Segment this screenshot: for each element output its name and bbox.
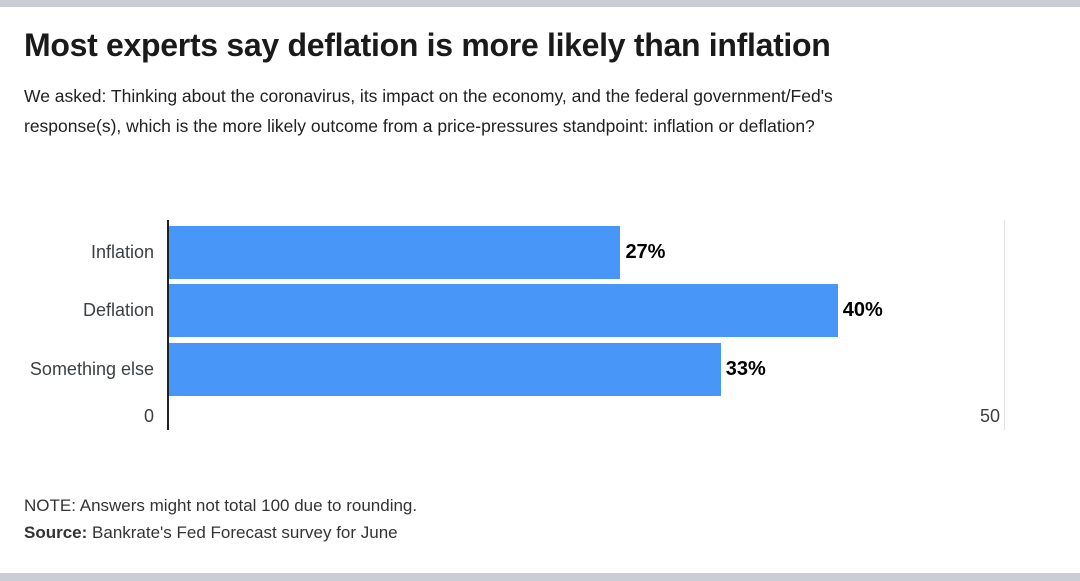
- bar-row-something-else: 33%: [169, 343, 1005, 396]
- source-label: Source:: [24, 523, 88, 542]
- note-text: NOTE: Answers might not total 100 due to…: [24, 496, 418, 515]
- bar-chart: Inflation Deflation Something else 27% 4…: [0, 220, 1080, 430]
- chart-footer: NOTE: Answers might not total 100 due to…: [24, 495, 417, 544]
- bar-inflation: [169, 226, 621, 279]
- category-label-deflation: Deflation: [82, 300, 154, 320]
- chart-subtitle: We asked: Thinking about the coronavirus…: [24, 86, 833, 136]
- bottom-divider-strip: [0, 573, 1080, 581]
- y-axis-line: [167, 220, 169, 430]
- source-text: Bankrate's Fed Forecast survey for June: [87, 523, 398, 542]
- gridline-50: [1004, 220, 1005, 430]
- bar-value-label-deflation: 40%: [842, 299, 883, 321]
- top-divider-strip: [0, 0, 1080, 7]
- chart-header: Most experts say deflation is more likel…: [24, 26, 1056, 141]
- x-axis-tick-0: 0: [143, 406, 154, 426]
- category-label-inflation: Inflation: [90, 242, 154, 262]
- bar-row-inflation: 27%: [169, 226, 1005, 279]
- source-line: Source: Bankrate's Fed Forecast survey f…: [24, 522, 417, 544]
- bar-deflation: [169, 284, 838, 337]
- bar-row-deflation: 40%: [169, 284, 1005, 337]
- category-label-something-else: Something else: [29, 359, 154, 379]
- page-title: Most experts say deflation is more likel…: [24, 27, 831, 63]
- bar-value-label-inflation: 27%: [625, 241, 666, 263]
- bar-value-label-something-else: 33%: [725, 358, 766, 380]
- x-axis-tick-50: 50: [979, 406, 1000, 426]
- bar-something-else: [169, 343, 721, 396]
